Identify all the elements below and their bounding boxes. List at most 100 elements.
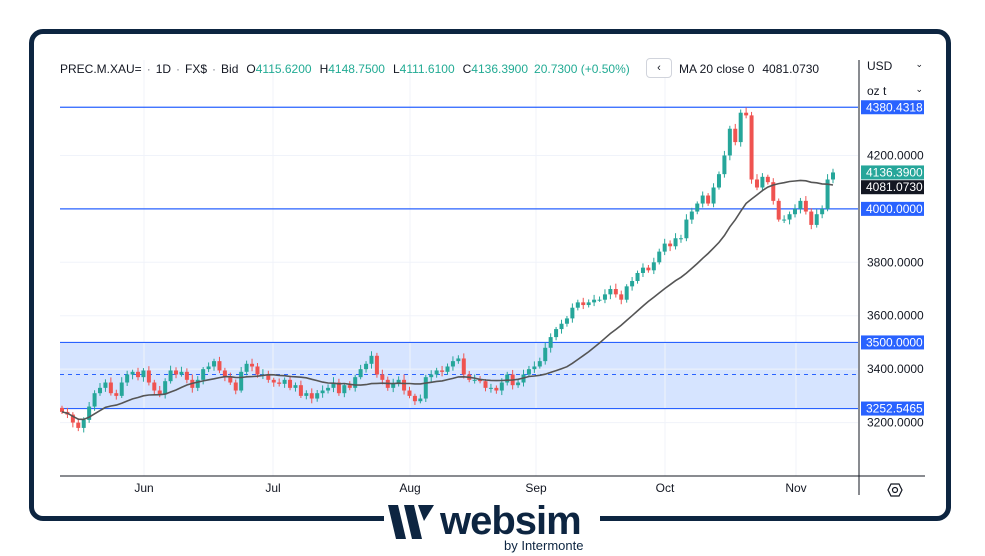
symbol-name[interactable]: PREC.M.XAU= (60, 62, 142, 76)
ma-label: MA 20 close 0 (679, 62, 755, 76)
candle (380, 369, 385, 385)
y-tick-label: 4200.0000 (867, 148, 924, 162)
candle-body (309, 393, 314, 399)
candle-body (554, 329, 559, 338)
candle (651, 257, 656, 275)
candle-body (700, 195, 705, 204)
y-tick-label: 3400.0000 (867, 362, 924, 376)
candle (277, 378, 282, 387)
candle (266, 370, 271, 383)
candle-body (282, 379, 287, 384)
candle (624, 284, 629, 303)
candle (733, 123, 738, 146)
price-axis[interactable]: 4200.0000 3800.0000 3600.0000 3400.0000 3200… (867, 148, 924, 429)
candle (228, 372, 233, 385)
candle (646, 264, 651, 273)
high-label: H (319, 62, 329, 76)
candle-body (92, 393, 97, 407)
candle (369, 351, 374, 369)
candle (825, 174, 830, 212)
candle (304, 390, 309, 400)
candle-body (760, 176, 765, 188)
candle (668, 240, 673, 252)
candle (391, 378, 396, 393)
candle-body (651, 262, 656, 271)
candle (820, 205, 825, 219)
candle (440, 365, 445, 377)
candle-body (738, 112, 743, 143)
level-badge-label: 4000.0000 (866, 202, 923, 216)
candle-body (195, 379, 200, 388)
currency-selector[interactable]: USD ⌄ (867, 59, 923, 73)
candle (255, 363, 260, 378)
candle-body (733, 128, 738, 143)
candle-body (380, 374, 385, 380)
candle (445, 363, 450, 375)
candle-body (130, 371, 135, 375)
candle (581, 297, 586, 310)
time-axis[interactable]: Jun Jul Aug Sep Oct Nov (134, 481, 806, 495)
candle (488, 383, 493, 393)
candle-body (250, 363, 255, 367)
candle (358, 364, 363, 380)
last-price-badge: 4136.3900 (861, 165, 924, 180)
collapse-legend-button[interactable]: ‹ (646, 58, 672, 78)
open-label: O (246, 62, 256, 76)
candle (434, 367, 439, 378)
open-value: 4115.6200 (255, 62, 312, 76)
x-tick-label: Aug (399, 481, 420, 495)
candle-body (825, 179, 830, 209)
candle (92, 390, 97, 411)
candle-body (798, 200, 803, 209)
candle (309, 388, 314, 404)
candle (282, 377, 287, 388)
candle (288, 375, 293, 391)
candle-body (548, 337, 553, 348)
close-label: C (462, 62, 472, 76)
candle-body (244, 363, 249, 372)
candle (98, 383, 103, 396)
candle (402, 374, 407, 395)
candle (602, 289, 607, 304)
candle-body (222, 370, 227, 378)
candle (597, 296, 602, 302)
close-value: 4136.3900 (471, 62, 529, 76)
candles (60, 107, 835, 433)
unit-selector[interactable]: oz t ⌄ (867, 84, 923, 98)
candle-body (597, 299, 602, 301)
candle-body (505, 374, 510, 383)
candle-body (787, 214, 792, 220)
candle (250, 358, 255, 372)
candle-body (174, 370, 179, 375)
candle-body (543, 347, 548, 362)
chart-settings-button[interactable] (886, 482, 904, 498)
candle-body (347, 385, 352, 388)
candle-body (516, 382, 521, 386)
candle (114, 389, 119, 400)
candle-body (744, 112, 749, 116)
candle (222, 367, 227, 382)
ma-legend[interactable]: MA 20 close 0 4081.0730 (679, 62, 819, 76)
candle-body (98, 387, 103, 394)
candle (548, 333, 553, 353)
candle (461, 353, 466, 379)
candle (174, 367, 179, 379)
candle (293, 382, 298, 392)
candle-body (271, 379, 276, 383)
candle (537, 357, 542, 369)
candle (516, 379, 521, 388)
candle-body (613, 289, 618, 295)
candle (103, 379, 108, 392)
candle (630, 276, 635, 291)
interval[interactable]: 1D (155, 62, 172, 76)
chevron-down-icon: ⌄ (915, 59, 923, 69)
candle (532, 361, 537, 373)
candle-body (716, 174, 721, 188)
unit-label: oz t (867, 84, 887, 98)
candle (700, 191, 705, 208)
candle (635, 270, 640, 284)
candle-body (640, 267, 645, 273)
candle (119, 377, 124, 398)
level-badge-label: 3252.5465 (866, 402, 923, 416)
